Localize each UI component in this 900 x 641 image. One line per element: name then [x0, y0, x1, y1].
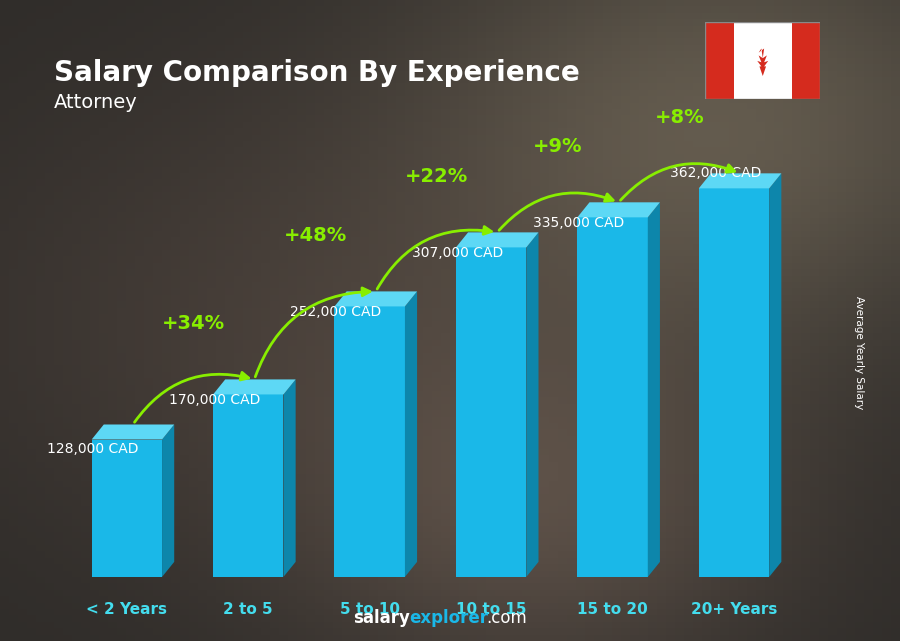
- Polygon shape: [456, 247, 526, 577]
- Text: 20+ Years: 20+ Years: [691, 603, 778, 617]
- Text: Salary Comparison By Experience: Salary Comparison By Experience: [54, 58, 580, 87]
- Polygon shape: [698, 173, 781, 188]
- Polygon shape: [698, 188, 770, 577]
- Polygon shape: [648, 203, 660, 577]
- Text: +8%: +8%: [654, 108, 704, 127]
- Text: 170,000 CAD: 170,000 CAD: [168, 394, 260, 407]
- Text: 15 to 20: 15 to 20: [577, 603, 648, 617]
- Text: salary: salary: [353, 609, 410, 627]
- Polygon shape: [335, 306, 405, 577]
- Polygon shape: [757, 46, 769, 76]
- Polygon shape: [92, 424, 175, 440]
- Text: +34%: +34%: [162, 314, 225, 333]
- Polygon shape: [162, 424, 175, 577]
- Polygon shape: [578, 217, 648, 577]
- Text: +48%: +48%: [284, 226, 346, 246]
- Polygon shape: [284, 379, 295, 577]
- Polygon shape: [213, 394, 284, 577]
- Text: 2 to 5: 2 to 5: [223, 603, 273, 617]
- Text: 362,000 CAD: 362,000 CAD: [670, 166, 761, 179]
- Text: 335,000 CAD: 335,000 CAD: [533, 216, 625, 230]
- Polygon shape: [335, 292, 417, 306]
- Text: explorer: explorer: [410, 609, 489, 627]
- Polygon shape: [405, 292, 417, 577]
- Text: .com: .com: [486, 609, 526, 627]
- Text: 128,000 CAD: 128,000 CAD: [47, 442, 139, 456]
- Text: Attorney: Attorney: [54, 93, 138, 112]
- Text: < 2 Years: < 2 Years: [86, 603, 167, 617]
- Text: 252,000 CAD: 252,000 CAD: [290, 305, 382, 319]
- Polygon shape: [526, 233, 538, 577]
- Polygon shape: [456, 233, 538, 247]
- Polygon shape: [213, 379, 295, 394]
- Polygon shape: [92, 440, 162, 577]
- Text: 10 to 15: 10 to 15: [456, 603, 526, 617]
- Text: Average Yearly Salary: Average Yearly Salary: [854, 296, 865, 409]
- Polygon shape: [770, 173, 781, 577]
- Bar: [792, 22, 821, 99]
- Bar: [705, 22, 734, 99]
- Text: 5 to 10: 5 to 10: [339, 603, 400, 617]
- Text: +22%: +22%: [405, 167, 468, 187]
- Text: 307,000 CAD: 307,000 CAD: [411, 246, 503, 260]
- Bar: [734, 22, 792, 99]
- Polygon shape: [578, 203, 660, 217]
- Text: +9%: +9%: [533, 137, 582, 156]
